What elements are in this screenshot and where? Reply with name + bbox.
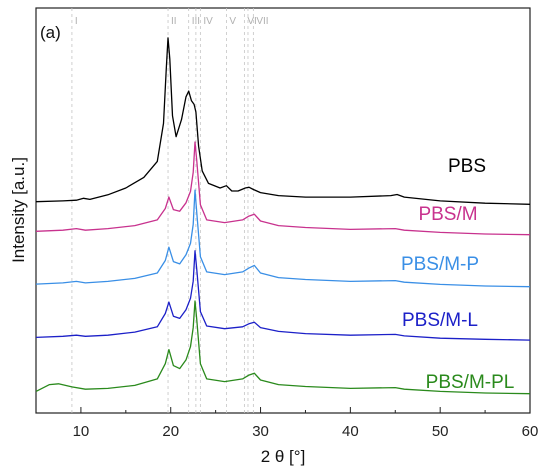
x-tick-label: 60 <box>522 423 539 440</box>
panel-label: (a) <box>40 23 61 42</box>
x-axis-ticks: 10 20 30 40 50 60 <box>35 407 539 440</box>
x-tick-label: 20 <box>162 423 179 440</box>
x-tick-label: 10 <box>73 423 90 440</box>
series-label: PBS/M-L <box>402 310 478 331</box>
series-label: PBS/M-P <box>401 254 479 275</box>
x-axis-title: 2 θ [°] <box>261 447 306 466</box>
x-tick-label: 50 <box>432 423 449 440</box>
series-line-pbs-m <box>35 141 531 236</box>
series-line-pbs <box>35 37 531 205</box>
plot-frame <box>35 7 531 414</box>
ref-line-label: V <box>229 16 236 27</box>
series-label: PBS/M-PL <box>426 372 515 393</box>
series-line-pbs-m-pl <box>35 300 531 395</box>
ref-line-label: VII <box>256 16 268 27</box>
x-tick-label: 30 <box>252 423 269 440</box>
ref-line-label: VI <box>247 16 256 27</box>
y-axis-title: Intensity [a.u.] <box>9 157 28 263</box>
series-label: PBS/M <box>418 204 477 225</box>
ref-line-label: IV <box>203 16 213 27</box>
ref-line-label: I <box>75 16 78 27</box>
reference-lines: I II III IV V VI VII <box>71 8 269 413</box>
series-line-pbs-m-p <box>35 189 531 288</box>
ref-line-label: II <box>171 16 177 27</box>
series-line-pbs-m-l <box>35 250 531 341</box>
x-tick-label: 40 <box>342 423 359 440</box>
series-label: PBS <box>448 156 486 177</box>
series-group: PBS PBS/M PBS/M-P PBS/M-L PBS/M-PL <box>35 37 531 395</box>
